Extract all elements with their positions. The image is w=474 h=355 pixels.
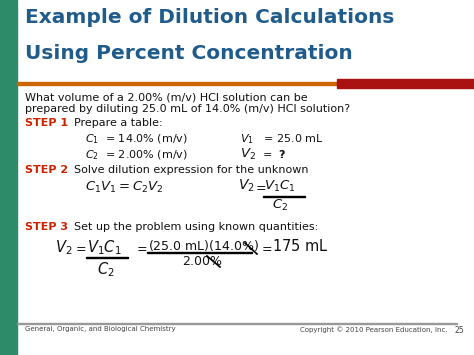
Text: $175\ \mathrm{mL}$: $175\ \mathrm{mL}$	[272, 238, 329, 254]
Bar	[0, 0, 17, 355]
Bar	[263, 196, 305, 197]
Bar	[86, 257, 128, 258]
Text: Set up the problem using known quantities:: Set up the problem using known quantitie…	[74, 222, 318, 232]
Text: Using Percent Concentration: Using Percent Concentration	[25, 44, 353, 63]
Text: $\mathbf{\mathit{V}}_2$: $\mathbf{\mathit{V}}_2$	[240, 147, 256, 162]
Text: $\mathit{C}_1$  = 14.0% (m/v): $\mathit{C}_1$ = 14.0% (m/v)	[85, 132, 188, 146]
Text: General, Organic, and Biological Chemistry: General, Organic, and Biological Chemist…	[25, 326, 176, 332]
Text: STEP 3: STEP 3	[25, 222, 68, 232]
Text: STEP 2: STEP 2	[25, 165, 68, 175]
Text: $\mathbf{\mathit{V}}_2$: $\mathbf{\mathit{V}}_2$	[238, 178, 255, 195]
Text: $=$: $=$	[253, 180, 267, 193]
Text: 25: 25	[455, 326, 465, 335]
Text: $\mathbf{\mathit{V}}_2$: $\mathbf{\mathit{V}}_2$	[55, 238, 73, 257]
Text: $\mathit{C}_1\mathit{V}_1 = \mathit{C}_2\mathbf{\mathit{V}}_2$: $\mathit{C}_1\mathit{V}_1 = \mathit{C}_2…	[85, 180, 164, 195]
Text: $\mathit{C}_2$  = 2.00% (m/v): $\mathit{C}_2$ = 2.00% (m/v)	[85, 148, 188, 162]
Text: $\mathit{C}_2$: $\mathit{C}_2$	[272, 198, 288, 213]
Bar	[17, 323, 457, 324]
Text: $=$: $=$	[259, 241, 273, 254]
Text: What volume of a 2.00% (m/v) HCl solution can be: What volume of a 2.00% (m/v) HCl solutio…	[25, 92, 308, 102]
Text: $\mathit{V}_1$   = 25.0 mL: $\mathit{V}_1$ = 25.0 mL	[240, 132, 324, 146]
Text: Prepare a table:: Prepare a table:	[74, 118, 163, 128]
Text: $2.00\%$: $2.00\%$	[182, 255, 223, 268]
Bar	[147, 252, 252, 253]
Bar	[17, 82, 337, 85]
Text: prepared by diluting 25.0 mL of 14.0% (m/v) HCl solution?: prepared by diluting 25.0 mL of 14.0% (m…	[25, 104, 350, 114]
Text: $=$: $=$	[73, 241, 87, 254]
Text: =  $\mathbf{?}$: = $\mathbf{?}$	[255, 148, 286, 160]
Bar	[337, 79, 474, 88]
Text: Example of Dilution Calculations: Example of Dilution Calculations	[25, 8, 394, 27]
Text: $=$: $=$	[134, 241, 148, 254]
Text: $\mathit{V}_1\mathit{C}_1$: $\mathit{V}_1\mathit{C}_1$	[264, 179, 296, 194]
Text: $(25.0\ \mathrm{mL})(14.0\%)$: $(25.0\ \mathrm{mL})(14.0\%)$	[148, 238, 259, 253]
Text: Solve dilution expression for the unknown: Solve dilution expression for the unknow…	[74, 165, 309, 175]
Text: $\mathit{V}_1\mathit{C}_1$: $\mathit{V}_1\mathit{C}_1$	[87, 238, 122, 257]
Text: Copyright © 2010 Pearson Education, Inc.: Copyright © 2010 Pearson Education, Inc.	[300, 326, 447, 333]
Text: $\mathit{C}_2$: $\mathit{C}_2$	[97, 260, 115, 279]
Text: STEP 1: STEP 1	[25, 118, 68, 128]
